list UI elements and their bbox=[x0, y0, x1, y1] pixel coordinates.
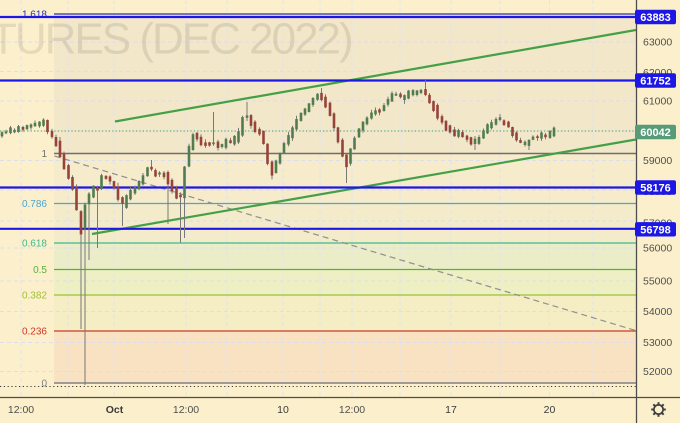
svg-text:52000: 52000 bbox=[643, 366, 672, 378]
svg-text:TURES (DEC 2022): TURES (DEC 2022) bbox=[0, 15, 352, 64]
svg-text:59000: 59000 bbox=[643, 155, 672, 167]
svg-text:0.382: 0.382 bbox=[22, 291, 47, 302]
svg-text:53000: 53000 bbox=[643, 337, 672, 349]
svg-text:56000: 56000 bbox=[643, 243, 672, 255]
svg-text:0.786: 0.786 bbox=[22, 199, 47, 210]
svg-text:61752: 61752 bbox=[640, 76, 671, 88]
svg-text:1: 1 bbox=[41, 149, 47, 160]
svg-text:58176: 58176 bbox=[640, 183, 671, 195]
svg-text:0.236: 0.236 bbox=[22, 327, 47, 338]
svg-text:54000: 54000 bbox=[643, 306, 672, 318]
svg-text:10: 10 bbox=[277, 404, 289, 416]
svg-text:0.5: 0.5 bbox=[33, 265, 47, 276]
svg-text:17: 17 bbox=[445, 404, 457, 416]
svg-text:56798: 56798 bbox=[640, 224, 671, 236]
svg-text:0: 0 bbox=[41, 379, 47, 390]
svg-text:0.618: 0.618 bbox=[22, 239, 47, 250]
svg-text:63000: 63000 bbox=[643, 37, 672, 49]
svg-text:63883: 63883 bbox=[640, 12, 671, 24]
svg-text:1.618: 1.618 bbox=[22, 10, 47, 21]
svg-text:12:00: 12:00 bbox=[339, 404, 365, 416]
svg-text:20: 20 bbox=[544, 404, 556, 416]
svg-text:12:00: 12:00 bbox=[173, 404, 199, 416]
svg-text:12:00: 12:00 bbox=[8, 404, 34, 416]
svg-text:Oct: Oct bbox=[106, 404, 124, 416]
svg-text:61000: 61000 bbox=[643, 96, 672, 108]
svg-text:60042: 60042 bbox=[640, 127, 671, 139]
svg-text:55000: 55000 bbox=[643, 276, 672, 288]
